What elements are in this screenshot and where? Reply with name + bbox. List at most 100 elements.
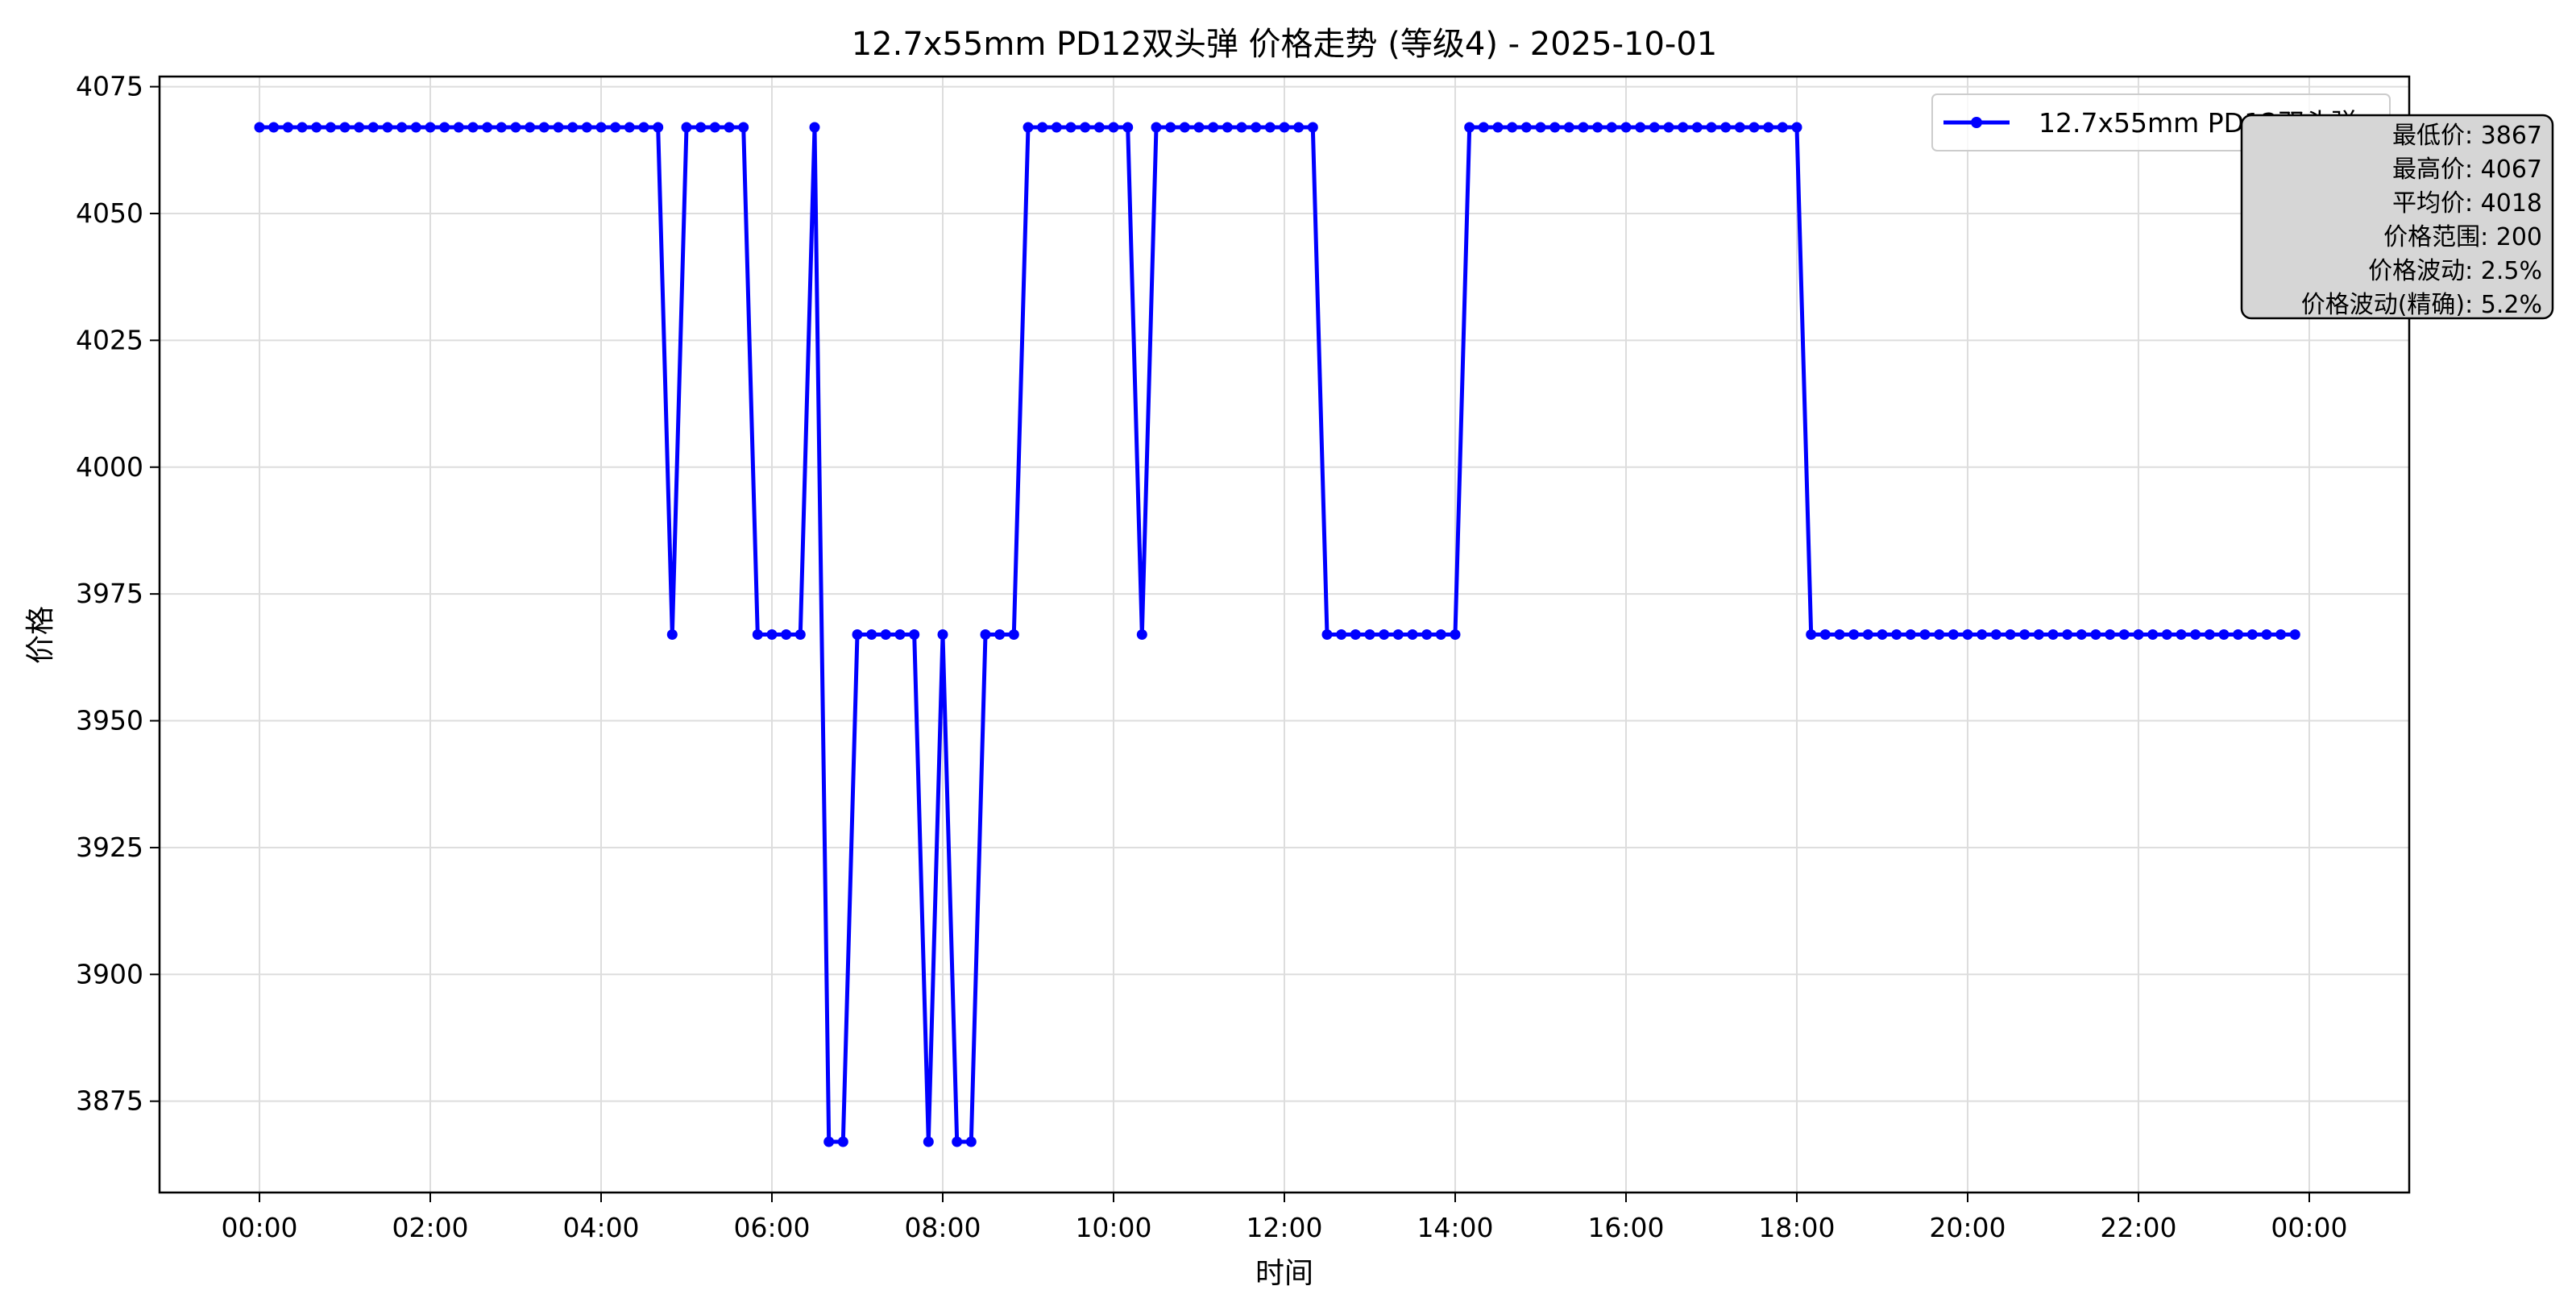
data-point: [1492, 122, 1504, 133]
data-point: [2005, 629, 2016, 640]
data-point: [1264, 122, 1276, 133]
data-point: [1037, 122, 1048, 133]
data-point: [1008, 629, 1019, 640]
data-point: [1606, 122, 1617, 133]
data-point: [282, 122, 293, 133]
data-point: [1023, 122, 1034, 133]
data-point: [1535, 122, 1546, 133]
data-point: [1578, 122, 1589, 133]
data-point: [1990, 629, 2001, 640]
data-point: [1819, 629, 1831, 640]
data-point: [339, 122, 351, 133]
data-point: [1364, 629, 1375, 640]
data-point: [666, 629, 678, 640]
data-point: [866, 629, 877, 640]
x-axis-label: 时间: [1255, 1257, 1313, 1290]
data-point: [2118, 629, 2130, 640]
data-point: [1777, 122, 1788, 133]
data-point: [1862, 629, 1873, 640]
data-point: [496, 122, 507, 133]
data-point: [297, 122, 308, 133]
x-tick-label: 02:00: [392, 1212, 468, 1243]
data-point: [2233, 629, 2244, 640]
data-point: [1478, 122, 1489, 133]
x-axis-ticks: 00:00 02:00 04:00 06:00 08:00 10:00 12:00 14:00…: [221, 1193, 2348, 1243]
data-point: [367, 122, 379, 133]
data-point: [268, 122, 280, 133]
data-point: [1848, 629, 1860, 640]
data-point: [2133, 629, 2144, 640]
data-point: [1450, 629, 1461, 640]
data-point: [1464, 122, 1475, 133]
data-point: [894, 629, 906, 640]
data-point: [1407, 629, 1418, 640]
y-tick-label: 3950: [76, 705, 143, 736]
data-point: [1421, 629, 1433, 640]
data-point: [1977, 629, 1988, 640]
data-point: [2019, 629, 2031, 640]
data-point: [852, 629, 863, 640]
data-point: [1350, 629, 1361, 640]
data-point: [738, 122, 749, 133]
data-point: [453, 122, 464, 133]
data-point: [1093, 122, 1105, 133]
data-point: [1806, 629, 1817, 640]
stat-avg-price: 平均价: 4018: [2392, 189, 2542, 218]
data-point: [1734, 122, 1745, 133]
y-tick-label: 4050: [76, 197, 143, 229]
data-point: [1307, 122, 1318, 133]
stat-price-range: 价格范围: 200: [2383, 223, 2542, 251]
data-point: [1151, 122, 1162, 133]
data-point: [2204, 629, 2215, 640]
data-point: [1222, 122, 1233, 133]
stat-price-volatility: 价格波动: 2.5%: [2368, 257, 2542, 285]
data-point: [1321, 629, 1333, 640]
data-point: [1791, 122, 1802, 133]
data-point: [325, 122, 336, 133]
data-point: [909, 629, 920, 640]
data-point: [610, 122, 621, 133]
y-tick-label: 4000: [76, 451, 143, 483]
data-point: [2147, 629, 2159, 640]
data-point: [2261, 629, 2272, 640]
data-point: [1435, 629, 1446, 640]
data-point: [439, 122, 450, 133]
y-tick-label: 3875: [76, 1085, 143, 1117]
data-point: [1962, 629, 1973, 640]
x-tick-label: 08:00: [904, 1212, 981, 1243]
x-tick-label: 00:00: [221, 1212, 297, 1243]
data-point: [1065, 122, 1076, 133]
data-point: [1236, 122, 1247, 133]
data-point: [653, 122, 664, 133]
x-tick-label: 22:00: [2100, 1212, 2176, 1243]
data-point: [1934, 629, 1945, 640]
data-point: [1136, 629, 1147, 640]
y-tick-label: 3900: [76, 958, 143, 989]
data-point: [809, 122, 820, 133]
stats-box: 最低价: 3867 最高价: 4067 平均价: 4018 价格范围: 200 …: [2240, 114, 2554, 320]
data-point: [382, 122, 393, 133]
data-point: [638, 122, 649, 133]
data-point: [1678, 122, 1689, 133]
x-tick-label: 04:00: [562, 1212, 639, 1243]
chart-title: 12.7x55mm PD12双头弹 价格走势 (等级4) - 2025-10-0…: [852, 26, 1718, 63]
x-tick-label: 00:00: [2271, 1212, 2347, 1243]
data-point: [553, 122, 564, 133]
data-point: [1891, 629, 1902, 640]
data-point: [695, 122, 707, 133]
data-point: [681, 122, 692, 133]
data-point: [2289, 629, 2300, 640]
data-point: [752, 629, 763, 640]
price-series: [254, 122, 2300, 1147]
data-point: [482, 122, 493, 133]
x-tick-label: 16:00: [1587, 1212, 1664, 1243]
x-tick-label: 12:00: [1246, 1212, 1322, 1243]
stat-max-price: 最高价: 4067: [2392, 156, 2542, 184]
x-tick-label: 06:00: [733, 1212, 810, 1243]
data-point: [2218, 629, 2230, 640]
data-point: [1336, 629, 1347, 640]
data-point: [1520, 122, 1532, 133]
stat-price-volatility-precise: 价格波动(精确): 5.2%: [2301, 291, 2542, 319]
data-point: [1663, 122, 1674, 133]
data-point: [794, 629, 806, 640]
